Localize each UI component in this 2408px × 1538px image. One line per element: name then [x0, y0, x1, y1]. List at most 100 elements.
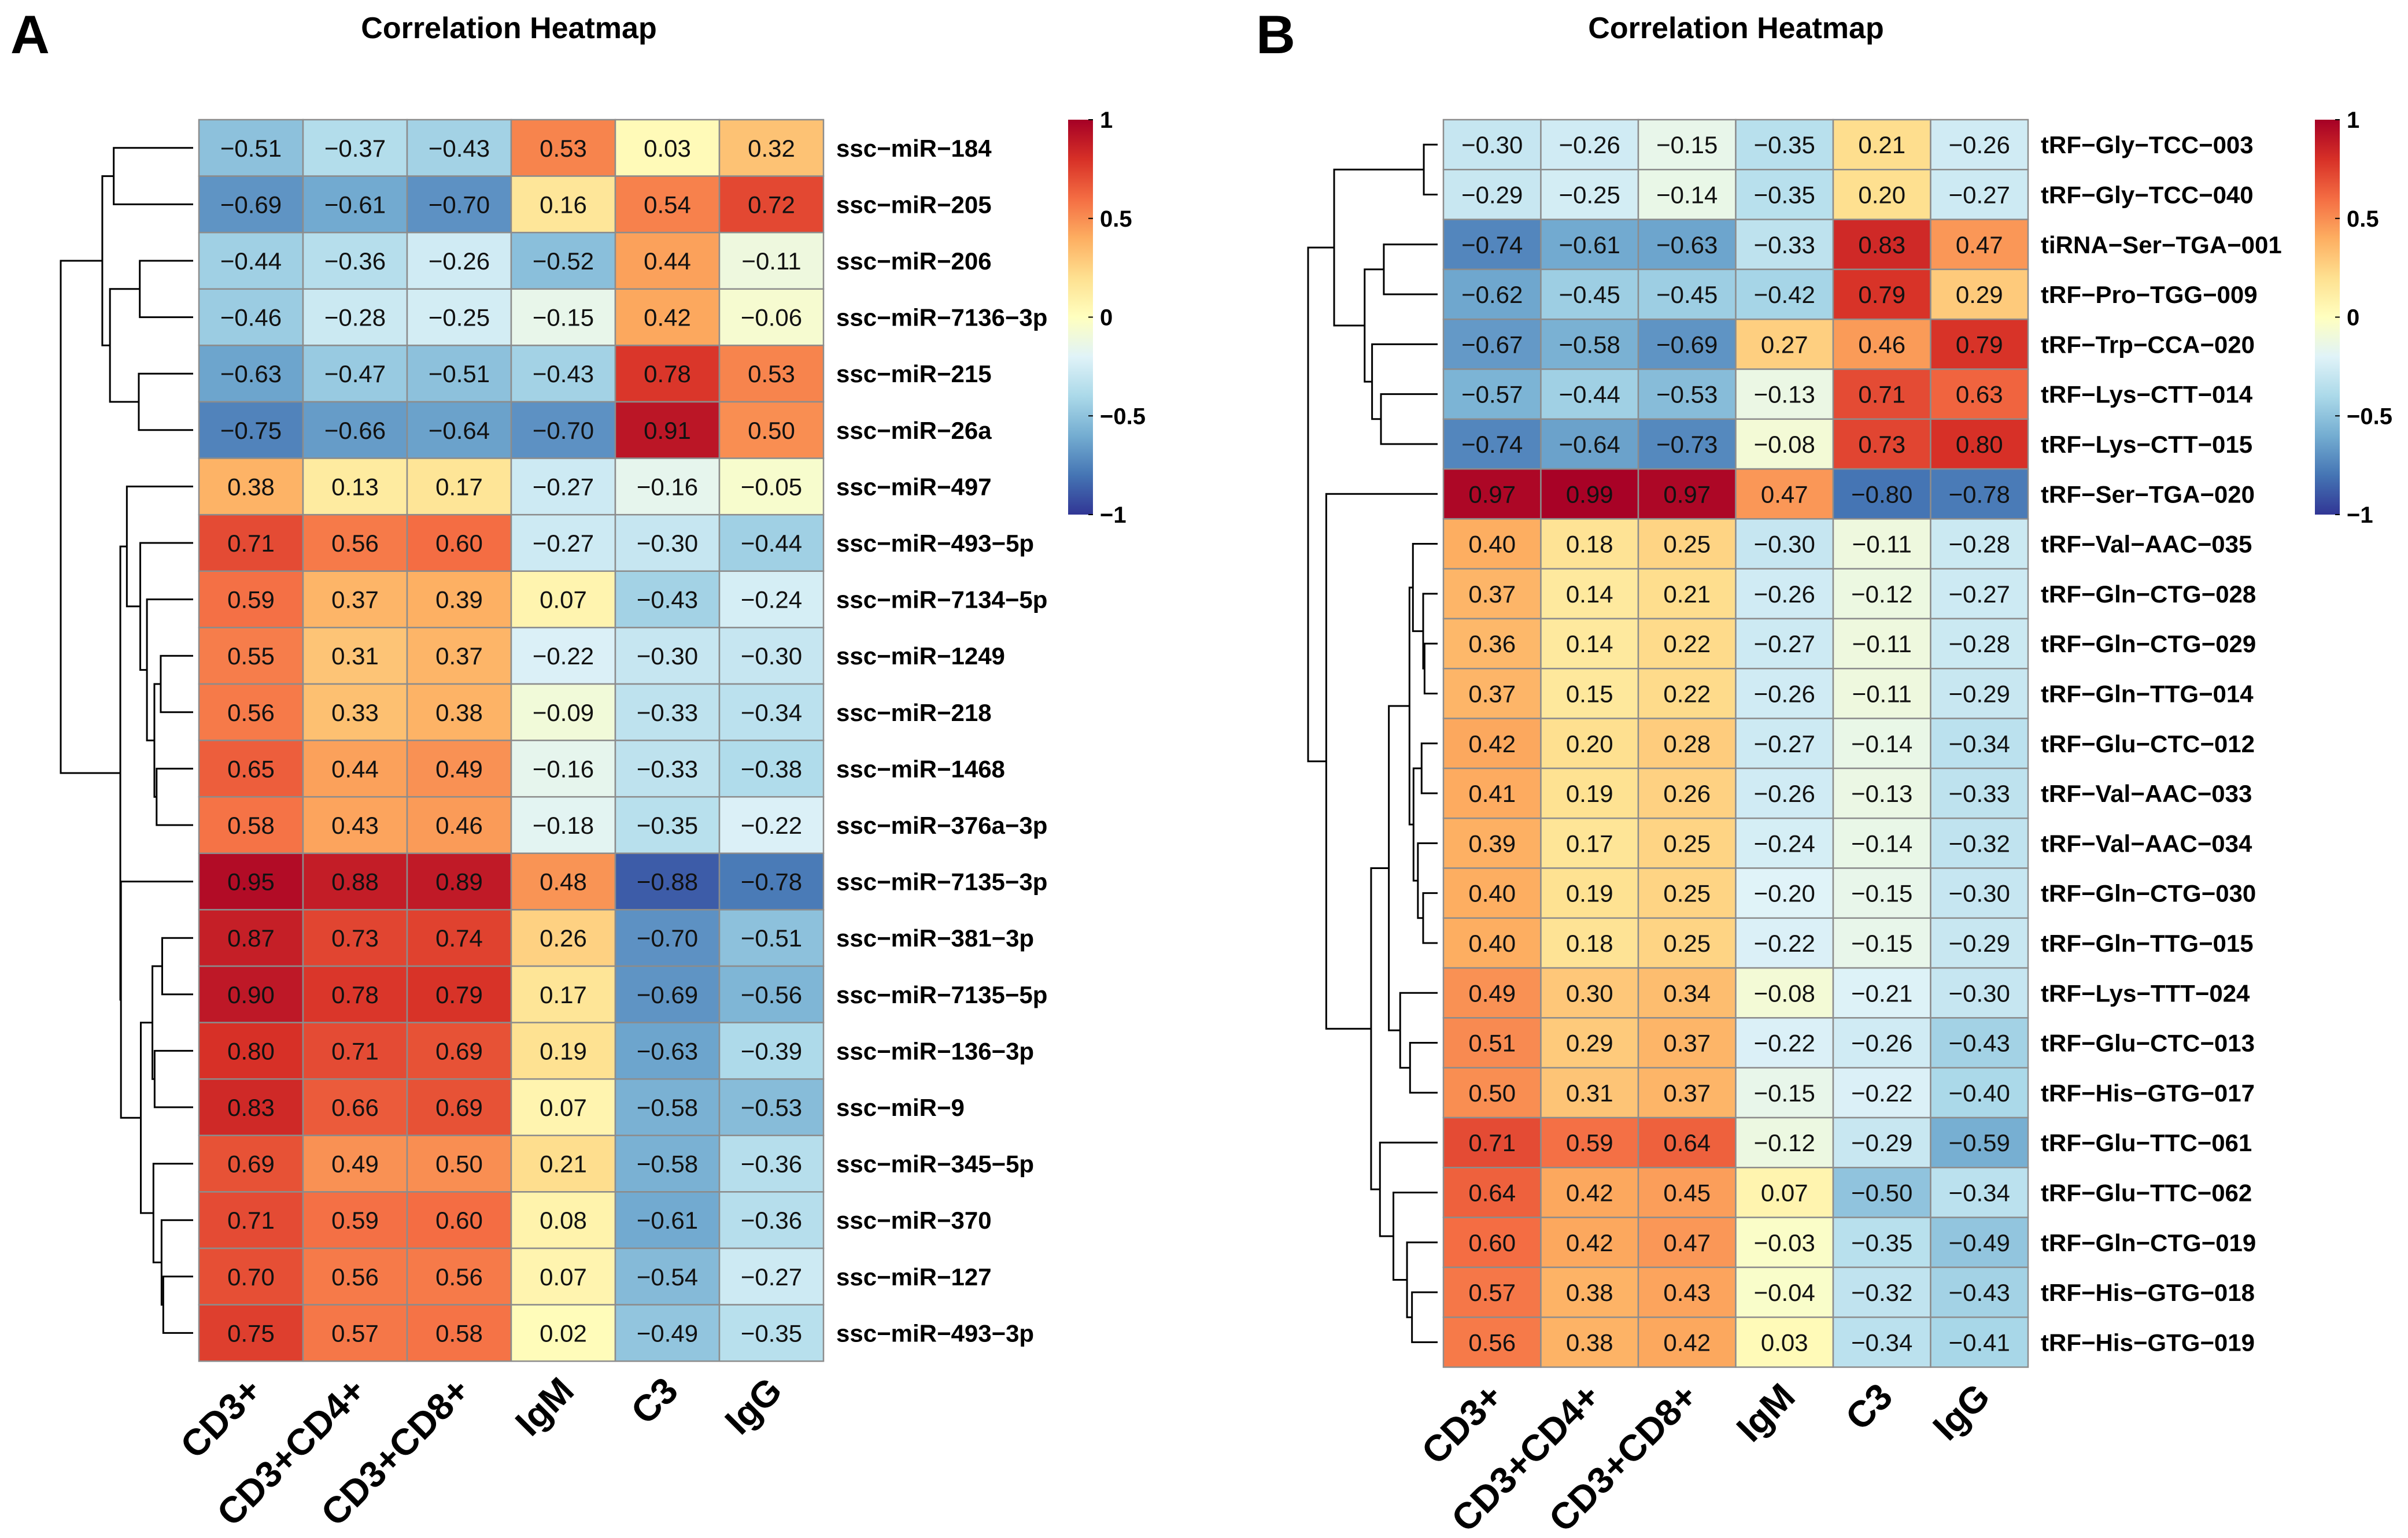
cell-value-label: −0.40 [1949, 1079, 2010, 1107]
dendrogram-branch [1325, 493, 1438, 1030]
heatmap-cell [1832, 568, 1931, 620]
cell-value-label: 0.56 [227, 699, 275, 726]
cell-value-label: −0.29 [1949, 930, 2010, 957]
cell-value-label: −0.30 [1949, 880, 2010, 907]
chart-title: Correlation Heatmap [361, 12, 656, 45]
cell-value-label: 0.47 [1663, 1229, 1711, 1256]
cell-value-label: −0.62 [1461, 281, 1523, 308]
cell-value-label: 0.58 [435, 1319, 483, 1347]
heatmap-cell [718, 513, 825, 572]
chart-title: Correlation Heatmap [1588, 12, 1883, 45]
cell-value-label: 0.90 [227, 981, 275, 1008]
cell-value-label: 0.73 [1858, 431, 1905, 458]
cell-value-label: −0.27 [533, 473, 594, 500]
heatmap-cell [302, 1191, 408, 1249]
heatmap-cell [718, 852, 825, 911]
heatmap-cell [1832, 268, 1931, 320]
colorbar-tick-label: 0.5 [1100, 206, 1132, 232]
cell-value-label: 0.49 [331, 1151, 379, 1178]
heatmap-cell [510, 852, 616, 911]
cell-value-label: 0.31 [331, 642, 379, 670]
cell-value-label: −0.63 [220, 360, 282, 387]
row-label: tRF−Gly−TCC−040 [2041, 181, 2254, 208]
row-label: ssc−miR−206 [836, 247, 992, 275]
heatmap-cell [718, 288, 825, 346]
dendrogram-branch [60, 260, 121, 774]
cell-value-label: 0.64 [1663, 1129, 1711, 1156]
heatmap-cell [1930, 1217, 2029, 1269]
cell-value-label: −0.13 [1851, 780, 1912, 807]
row-labels: ssc−miR−184 ssc−miR−205 ssc−miR−206 ssc−miR… [836, 135, 1047, 1347]
heatmap-cell [1540, 668, 1639, 719]
cell-value-label: −0.24 [741, 586, 802, 613]
heatmap-cell [406, 740, 512, 798]
row-label: tRF−Glu−TTC−062 [2041, 1179, 2252, 1206]
cell-value-label: 0.25 [1663, 930, 1711, 957]
cell-value-label: 0.27 [1761, 331, 1808, 358]
dendrogram-branch [1420, 742, 1438, 794]
cell-value-label: −0.74 [1461, 231, 1523, 258]
heatmap-cell [510, 345, 616, 403]
cell-value-label: −0.22 [1754, 1030, 1815, 1057]
row-label: ssc−miR−184 [836, 135, 992, 162]
cell-value-label: −0.21 [1851, 979, 1912, 1007]
cell-value-label: −0.52 [533, 247, 594, 275]
cell-value-label: −0.63 [1656, 231, 1718, 258]
cell-value-label: −0.43 [637, 586, 698, 613]
heatmap-cell [198, 1022, 304, 1080]
dendrogram-branch [160, 655, 193, 713]
cell-value-label: 0.60 [435, 1207, 483, 1234]
cell-value-label: −0.20 [1754, 880, 1815, 907]
heatmap-cell [614, 288, 721, 346]
cell-value-label: 0.41 [1468, 780, 1516, 807]
heatmap-cell [1540, 169, 1639, 220]
row-dendrogram [1307, 143, 1438, 1343]
row-label: tRF−His−GTG−018 [2041, 1279, 2255, 1306]
cell-value-label: −0.33 [1949, 780, 2010, 807]
heatmap-cell [718, 740, 825, 798]
heatmap-cell [1930, 169, 2029, 220]
heatmap-cell [510, 513, 616, 572]
heatmap-cell [1637, 1316, 1737, 1368]
cell-value-label: −0.26 [1754, 581, 1815, 608]
cell-value-label: −0.33 [637, 699, 698, 726]
cell-value-label: −0.11 [741, 247, 801, 275]
cell-value-label: 0.16 [540, 191, 587, 218]
heatmap-cell [1735, 318, 1834, 370]
heatmap-cell [1442, 268, 1542, 320]
heatmap-cell [1540, 418, 1639, 470]
row-label: tRF−Gly−TCC−003 [2041, 131, 2254, 158]
cell-value-label: 0.40 [1468, 531, 1516, 558]
heatmap-cell [1637, 268, 1737, 320]
cell-value-label: 0.37 [1663, 1079, 1711, 1107]
heatmap-cell [1442, 119, 1542, 171]
heatmap-cell [406, 1304, 512, 1362]
cell-value-label: −0.35 [1754, 181, 1815, 208]
dendrogram-branch [1383, 243, 1438, 295]
row-label: tRF−Lys−CTT−015 [2041, 431, 2252, 458]
cell-value-label: 0.42 [644, 304, 691, 331]
cell-value-label: −0.26 [1851, 1030, 1912, 1057]
heatmap-cell [1442, 1266, 1542, 1318]
cell-value-label: −0.14 [1851, 830, 1912, 857]
heatmap-cell [1930, 817, 2029, 869]
cell-value-label: 0.78 [644, 360, 691, 387]
cell-value-label: −0.53 [741, 1094, 802, 1121]
cell-value-label: −0.13 [1754, 381, 1815, 408]
heatmap-cell [1832, 1067, 1931, 1119]
cell-value-label: −0.04 [1754, 1279, 1815, 1306]
cell-value-label: 0.07 [540, 586, 587, 613]
cell-value-label: −0.88 [637, 868, 698, 896]
row-label: ssc−miR−493−3p [836, 1319, 1034, 1347]
heatmap-cell [302, 1022, 408, 1080]
column-label: C3 [1837, 1375, 1900, 1438]
cell-value-label: 0.87 [227, 925, 275, 952]
cell-value-label: 0.37 [1468, 581, 1516, 608]
heatmap-cell [510, 683, 616, 741]
heatmap-cell [198, 627, 304, 685]
cell-value-label: 0.42 [1566, 1179, 1613, 1206]
heatmap-cell [1637, 668, 1737, 719]
cell-value-label: 0.73 [331, 925, 379, 952]
cell-value-label: −0.26 [429, 247, 490, 275]
heatmap-cell [614, 1191, 721, 1249]
